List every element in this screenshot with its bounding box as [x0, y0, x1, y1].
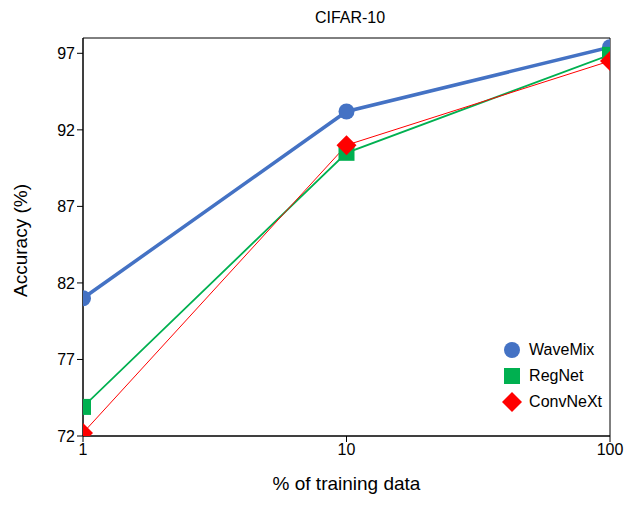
html-text:CIFAR-10: CIFAR-10	[314, 9, 386, 26]
svg-text:77: 77	[57, 351, 75, 368]
html-text:ConvNeXt: ConvNeXt	[529, 393, 602, 410]
svg-text:100: 100	[597, 441, 624, 458]
svg-text:82: 82	[57, 275, 75, 292]
svg-text:87: 87	[57, 198, 75, 215]
svg-text:72: 72	[57, 428, 75, 445]
svg-text:1: 1	[79, 441, 88, 458]
svg-text:10: 10	[338, 441, 356, 458]
svg-text:92: 92	[57, 122, 75, 139]
html-text:RegNet: RegNet	[529, 367, 584, 384]
svg-text:97: 97	[57, 45, 75, 62]
svg-text:Accuracy (%): Accuracy (%)	[10, 184, 31, 297]
html-text:WaveMix: WaveMix	[529, 341, 595, 358]
svg-text:% of training data: % of training data	[273, 473, 421, 494]
